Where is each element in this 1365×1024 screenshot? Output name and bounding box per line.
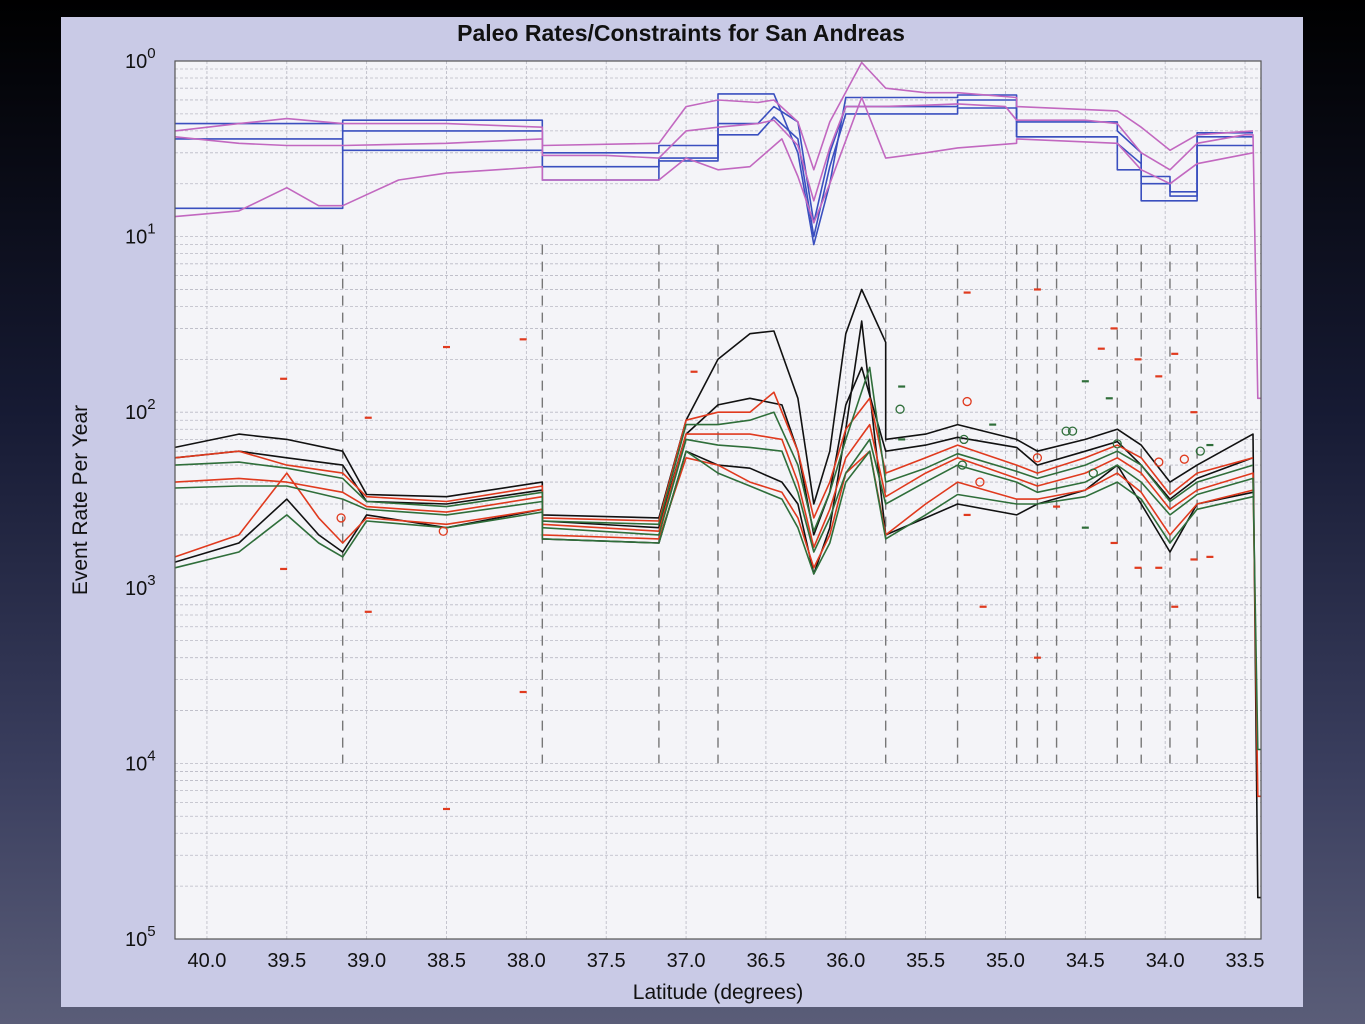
paleo-rate-point [1195, 446, 1205, 456]
x-tick-label: 39.0 [347, 950, 386, 972]
x-axis-label: Latitude (degrees) [633, 981, 803, 1004]
x-tick-label: 34.0 [1146, 950, 1185, 972]
paleo-rate-point [957, 460, 967, 470]
y-tick-label: 104 [125, 747, 156, 775]
paleo-rate-point [962, 396, 972, 407]
x-tick-label: 35.0 [986, 950, 1025, 972]
x-tick-label: 39.5 [267, 950, 306, 972]
chart-svg: Paleo Rates/Constraints for San Andreas … [69, 20, 1264, 1004]
series-line [174, 366, 1254, 536]
paleo-rate-point [895, 404, 905, 414]
series-line [174, 366, 1254, 533]
paleo-markers [280, 288, 1214, 811]
chart-panel: Paleo Rates/Constraints for San Andreas … [61, 17, 1303, 1007]
series-line [174, 450, 1254, 575]
x-tick-label: 35.5 [906, 950, 945, 972]
series-lines [174, 61, 1261, 899]
y-tick-labels: 100 101 102 103 104 105 [125, 45, 156, 951]
x-tick-label: 37.5 [587, 950, 626, 972]
x-tick-label: 36.0 [826, 950, 865, 972]
paleo-rate-point [438, 526, 448, 536]
paleo-rate-point [1154, 457, 1164, 467]
y-tick-label: 103 [125, 572, 156, 600]
paleo-rate-point [959, 434, 969, 445]
y-tick-label: 105 [125, 923, 156, 951]
series-line [174, 438, 1261, 751]
series-line [174, 61, 1254, 171]
series-line [174, 288, 1261, 899]
y-tick-label: 102 [125, 396, 156, 424]
x-tick-label: 38.5 [427, 950, 466, 972]
x-tick-label: 37.0 [667, 950, 706, 972]
paleo-rate-point [1179, 454, 1189, 464]
y-tick-label: 100 [125, 45, 156, 73]
paleo-rate-point [336, 513, 346, 523]
x-tick-labels: 40.0 39.5 39.0 38.5 38.0 37.5 37.0 36.5 36.0 35.5… [187, 950, 1264, 972]
x-tick-label: 40.0 [187, 950, 226, 972]
y-tick-label: 101 [125, 221, 156, 249]
plot-frame [174, 60, 1262, 940]
paleo-rate-point [1061, 426, 1071, 436]
paleo-rate-point [975, 477, 985, 487]
series-line [174, 391, 1254, 522]
paleo-rate-point [1112, 439, 1122, 449]
paleo-rate-point [1067, 426, 1078, 436]
series-line [174, 423, 1261, 798]
series-line [174, 450, 1254, 569]
x-tick-label: 38.0 [507, 950, 546, 972]
x-tick-label: 33.5 [1226, 950, 1265, 972]
x-tick-label: 34.5 [1066, 950, 1105, 972]
series-line [174, 96, 1254, 224]
y-axis-label: Event Rate Per Year [69, 405, 92, 595]
x-tick-label: 36.5 [746, 950, 785, 972]
chart-title: Paleo Rates/Constraints for San Andreas [457, 20, 905, 46]
paleo-rate-point [1088, 468, 1098, 478]
paleo-rate-point [1032, 453, 1043, 463]
